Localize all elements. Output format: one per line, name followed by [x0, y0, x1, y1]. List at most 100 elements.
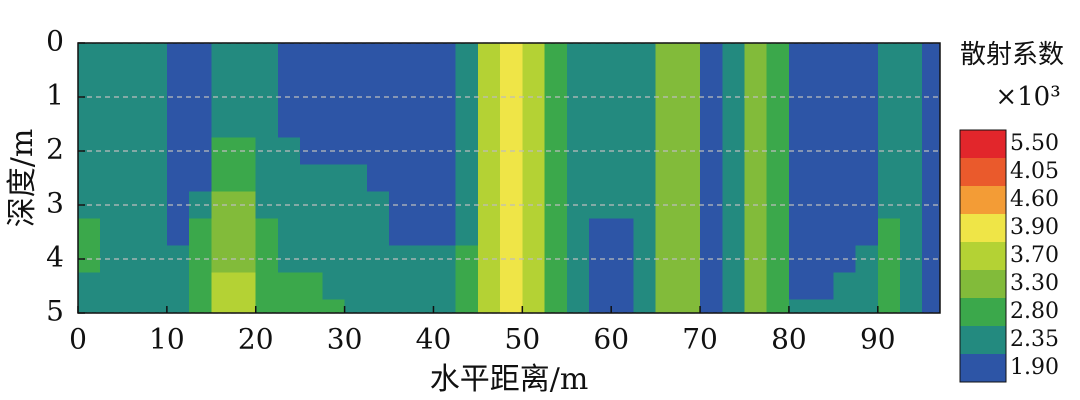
- contour-cell: [277, 218, 301, 247]
- contour-cell: [322, 43, 346, 58]
- x-tick-label: 60: [593, 323, 629, 356]
- contour-cell: [166, 43, 190, 58]
- contour-cell: [500, 218, 523, 247]
- contour-cell: [633, 137, 657, 166]
- contour-cell: [144, 164, 168, 193]
- contour-cell: [144, 191, 168, 220]
- contour-cell: [766, 218, 790, 247]
- contour-cell: [788, 164, 812, 193]
- contour-cell: [166, 272, 190, 301]
- contour-cell: [677, 110, 701, 139]
- contour-cell: [344, 137, 368, 166]
- contour-cell: [189, 137, 212, 166]
- contour-cell: [855, 272, 879, 301]
- contour-cell: [655, 299, 679, 314]
- contour-cell: [277, 272, 301, 301]
- contour-cell: [633, 272, 657, 301]
- contour-cell: [144, 110, 168, 139]
- contour-cell: [566, 191, 590, 220]
- contour-cell: [566, 218, 590, 247]
- contour-cell: [433, 245, 457, 274]
- contour-cell: [522, 299, 546, 314]
- contour-cell: [544, 43, 568, 58]
- contour-cell: [900, 164, 923, 193]
- colorbar-label: 3.30: [1010, 271, 1059, 296]
- contour-cell: [633, 43, 657, 58]
- contour-cell: [433, 164, 457, 193]
- contour-cell: [566, 245, 590, 274]
- contour-cell: [322, 299, 346, 314]
- contour-cell: [522, 272, 546, 301]
- contour-cell: [922, 110, 941, 139]
- contour-cell: [255, 56, 279, 85]
- contour-cell: [811, 272, 834, 301]
- y-tick-label: 4: [46, 241, 64, 274]
- x-tick-label: 80: [771, 323, 807, 356]
- contour-cell: [300, 83, 323, 112]
- contour-cell: [255, 43, 279, 58]
- contour-cell: [677, 218, 701, 247]
- contour-cell: [677, 164, 701, 193]
- contour-cell: [611, 110, 635, 139]
- contour-cell: [544, 218, 568, 247]
- contour-cell: [122, 56, 146, 85]
- contour-cell: [189, 245, 212, 274]
- contour-cell: [100, 164, 124, 193]
- contour-cell: [189, 218, 212, 247]
- contour-cell: [677, 56, 701, 85]
- contour-cell: [922, 137, 941, 166]
- contour-cell: [300, 164, 323, 193]
- colorbar-title: 散射系数: [960, 40, 1064, 70]
- colorbar-label: 5.50: [1010, 131, 1059, 156]
- contour-cell: [477, 164, 501, 193]
- contour-cell: [477, 191, 501, 220]
- contour-cell: [211, 272, 235, 301]
- contour-cell: [722, 272, 746, 301]
- contour-cell: [588, 272, 612, 301]
- contour-cell: [900, 272, 923, 301]
- colorbar-swatch: [960, 270, 1006, 299]
- contour-cell: [411, 43, 435, 58]
- contour-cell: [855, 218, 879, 247]
- contour-cell: [100, 110, 124, 139]
- contour-cell: [366, 299, 390, 314]
- contour-cell: [78, 272, 101, 301]
- contour-cell: [588, 299, 612, 314]
- contour-cell: [366, 218, 390, 247]
- contour-cell: [900, 245, 923, 274]
- contour-cell: [144, 245, 168, 274]
- contour-cell: [366, 43, 390, 58]
- contour-cell: [411, 299, 435, 314]
- contour-cell: [655, 56, 679, 85]
- contour-cell: [255, 299, 279, 314]
- contour-cell: [277, 110, 301, 139]
- contour-cell: [211, 56, 235, 85]
- contour-cell: [611, 43, 635, 58]
- x-tick-label: 0: [69, 323, 87, 356]
- contour-cell: [500, 272, 523, 301]
- contour-cell: [722, 191, 746, 220]
- contour-cell: [211, 299, 235, 314]
- contour-cell: [744, 218, 768, 247]
- contour-cell: [211, 164, 235, 193]
- contour-cell: [500, 110, 523, 139]
- contour-cell: [100, 272, 124, 301]
- contour-cell: [100, 137, 124, 166]
- contour-cell: [811, 56, 834, 85]
- contour-cell: [233, 299, 257, 314]
- contour-cell: [255, 218, 279, 247]
- contour-cell: [433, 299, 457, 314]
- contour-cell: [344, 164, 368, 193]
- contour-cell: [455, 272, 479, 301]
- contour-cell: [366, 164, 390, 193]
- contour-cell: [544, 299, 568, 314]
- contour-cell: [455, 218, 479, 247]
- contour-cell: [522, 137, 546, 166]
- colorbar-scale: ×10³: [995, 82, 1060, 112]
- contour-cell: [500, 164, 523, 193]
- contour-cell: [344, 110, 368, 139]
- contour-cell: [855, 191, 879, 220]
- contour-cell: [477, 43, 501, 58]
- contour-cell: [877, 164, 901, 193]
- contour-cell: [566, 56, 590, 85]
